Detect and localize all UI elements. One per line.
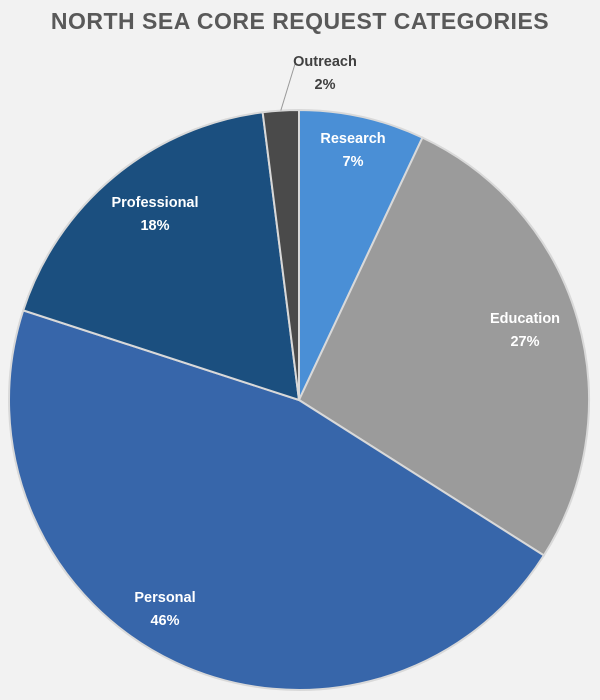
- slice-label-education: Education: [490, 311, 560, 327]
- pie-slice-outreach: [261, 108, 300, 401]
- pie-slice-professional: [21, 111, 301, 402]
- slice-label-professional: Professional: [111, 195, 198, 211]
- pie-slice-research: [298, 108, 424, 401]
- slice-percent-education: 27%: [510, 334, 539, 350]
- slice-percent-professional: 18%: [140, 218, 169, 234]
- pie-slice-education: [297, 136, 590, 557]
- slice-percent-research: 7%: [343, 154, 364, 170]
- slice-label-research: Research: [320, 131, 385, 147]
- chart-title: NORTH SEA CORE REQUEST CATEGORIES: [50, 8, 550, 34]
- leader-line-outreach: [280, 63, 296, 111]
- slice-percent-personal: 46%: [150, 613, 179, 629]
- slice-label-personal: Personal: [134, 590, 195, 606]
- pie-slice-personal: [8, 309, 546, 691]
- slice-label-outreach: Outreach: [293, 54, 357, 70]
- slice-percent-outreach: 2%: [315, 77, 336, 93]
